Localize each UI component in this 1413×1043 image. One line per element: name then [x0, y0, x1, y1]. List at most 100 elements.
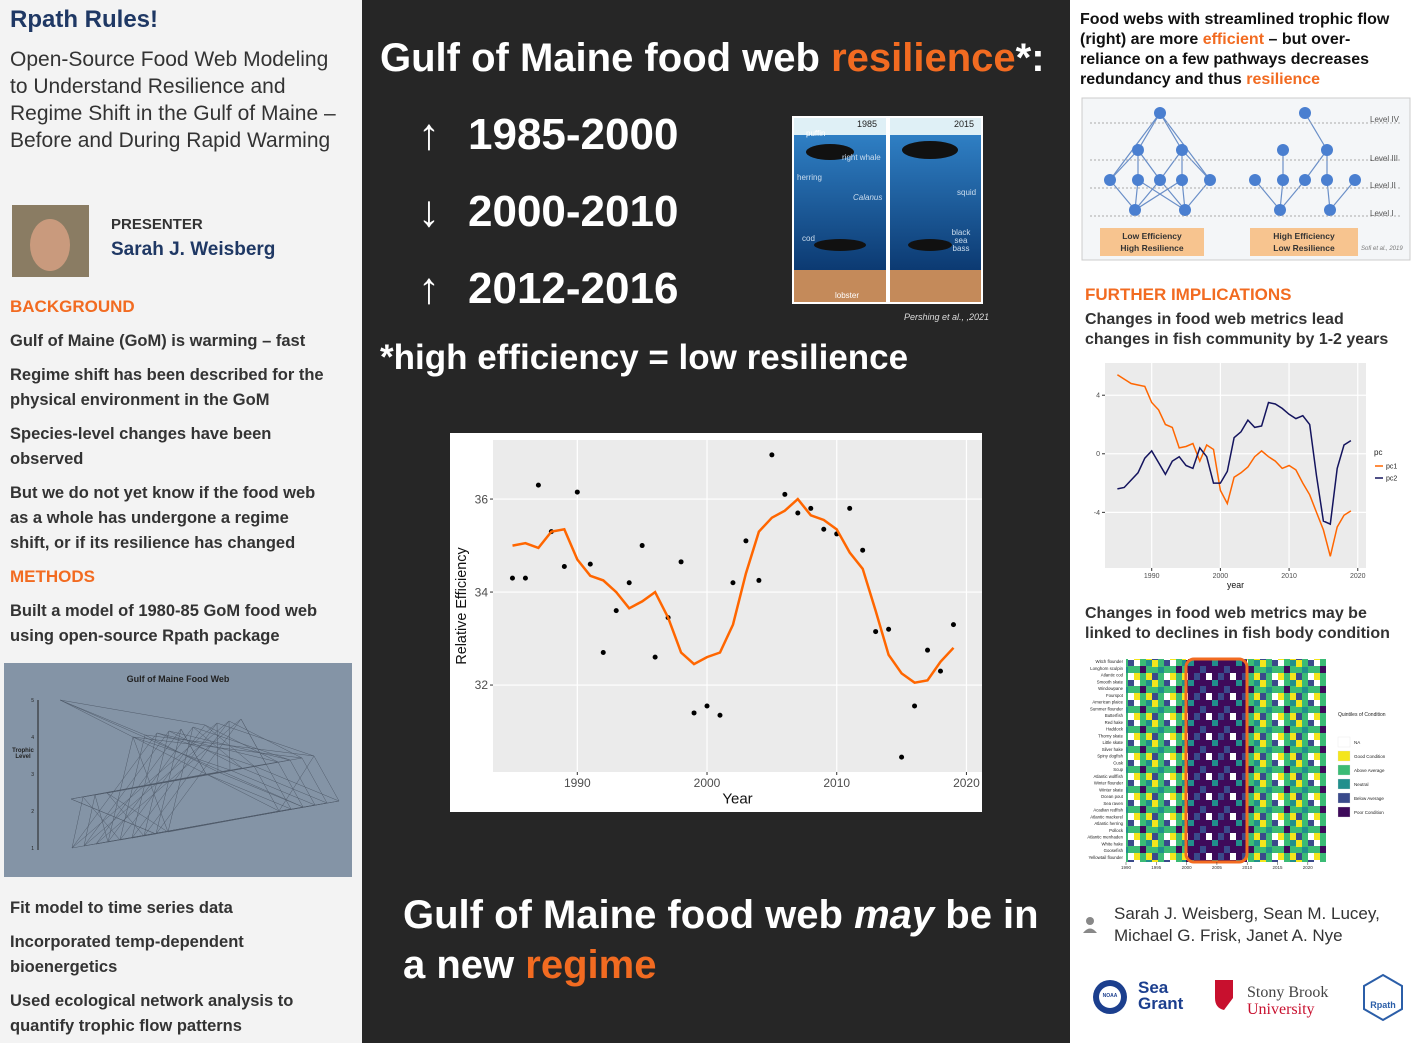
x-tick-label: 2005: [1212, 865, 1223, 870]
heatmap-cells: [1186, 659, 1247, 862]
highlight: efficient: [1202, 31, 1265, 48]
heatmap-row-label: Little skate: [1102, 740, 1123, 745]
foodweb-link: [289, 759, 316, 806]
diagram-link: [1181, 149, 1211, 181]
legend-label: Neutral: [1354, 782, 1369, 787]
section-heading: METHODS: [10, 567, 95, 586]
bullet: Used ecological network analysis to quan…: [10, 992, 294, 1035]
legend-swatch: [1337, 778, 1351, 790]
foodweb-link: [59, 699, 146, 736]
text: Grant: [1138, 994, 1184, 1013]
x-tick-label: 2010: [823, 776, 850, 790]
heatmap-row-label: Sea raven: [1103, 801, 1123, 806]
y-tick-label: 36: [475, 492, 489, 506]
y-tick-label: 34: [475, 585, 489, 599]
data-point: [937, 668, 943, 674]
plot-area: [1105, 363, 1366, 568]
caption: Changes in food web metrics lead changes…: [1085, 311, 1389, 348]
data-point: [691, 710, 697, 716]
foodweb-links: [59, 699, 340, 849]
x-tick-label: 2020: [1303, 865, 1314, 870]
diagram-node: [1132, 174, 1144, 186]
foodweb-tick: 3: [31, 772, 34, 778]
foodweb-link: [265, 763, 292, 810]
figure-label: black sea bass: [951, 228, 971, 253]
foodweb-link: [132, 736, 169, 833]
intro: Food webs with streamlined trophic flow …: [1080, 10, 1410, 90]
arrow: ↑: [418, 264, 440, 313]
text: be in a new: [403, 893, 1039, 987]
heatmap-row-label: Atlantic menhaden: [1087, 835, 1123, 840]
period: 1985-2000: [468, 110, 679, 159]
bullet: Species-level changes have been observed: [10, 425, 272, 468]
figure-label: puffin: [806, 129, 826, 138]
bullet: Built a model of 1980-85 GoM food web us…: [10, 602, 318, 645]
legend-swatch: [1337, 792, 1351, 804]
heatmap-row-label: Witch flounder: [1096, 659, 1124, 664]
title: Rpath Rules!: [10, 6, 159, 33]
presenter-label: PRESENTER: [111, 216, 203, 233]
text: *:: [1015, 36, 1045, 80]
label-box: [1100, 228, 1204, 256]
data-point: [950, 622, 956, 628]
x-tick-label: 2015: [1273, 865, 1284, 870]
logo-text: Rpath: [1370, 1000, 1396, 1010]
foodweb-link: [168, 730, 291, 761]
data-point: [886, 626, 892, 632]
diagram-link: [1137, 112, 1161, 151]
seafloor: [890, 270, 981, 302]
heatmap-row-label: Atlantic wolffish: [1093, 774, 1123, 779]
text: Sea: [1138, 978, 1169, 997]
foodweb-link: [95, 728, 182, 845]
heatmap-row-label: Scup: [1113, 767, 1123, 772]
diagram-link: [1184, 179, 1211, 211]
data-point: [522, 575, 528, 581]
legend-title: Quintiles of Condition: [1338, 712, 1386, 718]
data-point: [626, 580, 632, 586]
whale: [902, 141, 958, 159]
figure-label: Calanus: [853, 193, 883, 202]
person-icon: [1083, 928, 1097, 933]
figure-label: right whale: [842, 153, 881, 162]
heatmap-row-label: Ocean pout: [1101, 794, 1124, 799]
data-point: [730, 580, 736, 586]
level-label: Level IV: [1370, 115, 1399, 124]
heatmap-row-label: Haddock: [1106, 727, 1124, 732]
data-point: [912, 703, 918, 709]
data-point: [769, 452, 775, 458]
x-tick-label: 2010: [1281, 573, 1297, 580]
diagram-node: [1176, 144, 1188, 156]
section-heading: FURTHER IMPLICATIONS: [1085, 285, 1292, 304]
heatmap-row-label: Butterfish: [1105, 713, 1124, 718]
diagram-label: Low Efficiency High Resilience: [1100, 230, 1204, 254]
text: – but over-reliance on a few pathways de…: [1080, 31, 1370, 88]
heatmap-row-label: Goosefish: [1104, 848, 1124, 853]
legend-swatch: [1337, 736, 1351, 748]
diagram-link: [1134, 179, 1161, 211]
legend-label: NA: [1354, 740, 1360, 745]
diagram-node: [1321, 144, 1333, 156]
foodweb-link: [277, 761, 304, 808]
x-tick-label: 1995: [1151, 865, 1162, 870]
level-label: Level III: [1370, 154, 1399, 163]
diagram-node: [1132, 144, 1144, 156]
heatmap-row-label: Atlantic herring: [1094, 821, 1123, 826]
diagram-node: [1277, 144, 1289, 156]
x-tick-label: 1990: [1144, 573, 1160, 580]
x-tick-label: 2020: [1350, 573, 1366, 580]
data-point: [899, 754, 905, 760]
diagram-link: [1109, 149, 1139, 181]
text: Gulf of Maine food web: [403, 893, 855, 937]
heatmap-row-label: Silver hake: [1102, 747, 1124, 752]
foodweb-tick: 5: [31, 698, 34, 704]
legend-swatch: [1337, 806, 1351, 818]
foodweb-link: [167, 804, 316, 833]
diagram-node: [1129, 204, 1141, 216]
diagram-node: [1104, 174, 1116, 186]
text: University: [1247, 1001, 1315, 1018]
heatmap-row-label: Windowpane: [1098, 686, 1123, 691]
period: 2000-2010: [468, 187, 679, 236]
legend-label: Poor Condition: [1354, 810, 1384, 815]
heatmap-row-label: Winter skate: [1099, 787, 1123, 792]
seafloor: [794, 270, 886, 302]
